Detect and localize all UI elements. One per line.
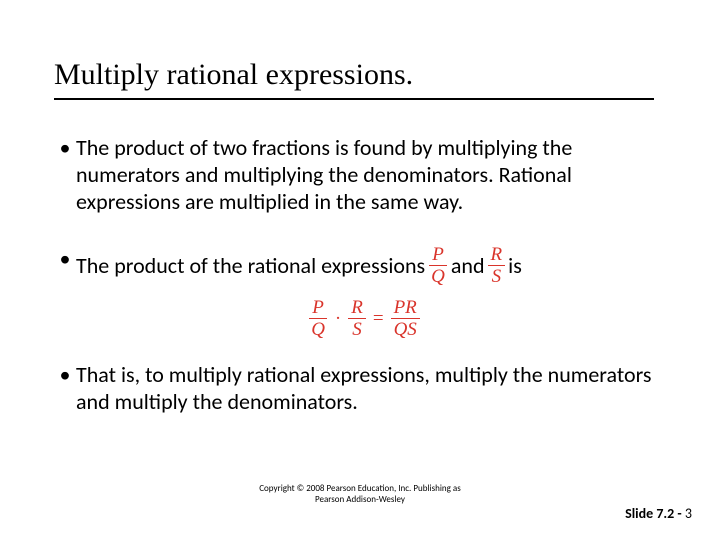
bullet-2-text: The product of the rational expressions … bbox=[76, 245, 674, 286]
frac-den: QS bbox=[391, 319, 420, 339]
equation-row: P Q · R S = PR QS bbox=[54, 298, 674, 339]
slide-title: Multiply rational expressions. bbox=[54, 58, 680, 92]
fraction-p-over-q: P Q bbox=[308, 298, 328, 339]
product-equation: P Q · R S = PR QS bbox=[305, 298, 423, 339]
frac-num: P bbox=[309, 298, 327, 319]
slide-number-value: 3 bbox=[685, 505, 692, 522]
dot-operator: · bbox=[335, 308, 341, 330]
frac-den: Q bbox=[308, 319, 328, 339]
copyright-footer: Copyright © 2008 Pearson Education, Inc.… bbox=[0, 484, 720, 506]
bullet-2-is: is bbox=[508, 252, 522, 279]
equals-operator: = bbox=[373, 308, 384, 330]
frac-num: R bbox=[348, 298, 366, 319]
slide-number: Slide 7.2 - 3 bbox=[625, 505, 692, 522]
frac-num: P bbox=[429, 245, 447, 266]
bullet-3-text: That is, to multiply rational expression… bbox=[76, 361, 674, 415]
fraction-r-over-s: R S bbox=[348, 298, 366, 339]
frac-den: S bbox=[489, 266, 505, 286]
bullet-dot-icon: • bbox=[54, 134, 76, 162]
slide-number-prefix: Slide 7.2 - bbox=[625, 505, 685, 522]
copyright-line-2: Pearson Addison-Wesley bbox=[0, 495, 720, 506]
bullet-dot-icon: • bbox=[54, 361, 76, 389]
bullet-1-text: The product of two fractions is found by… bbox=[76, 134, 674, 215]
title-underline bbox=[54, 98, 654, 100]
title-area: Multiply rational expressions. bbox=[54, 58, 680, 92]
bullet-2-and: and bbox=[451, 252, 485, 279]
bullet-2-pre: The product of the rational expressions bbox=[76, 252, 425, 279]
bullet-dot-icon: • bbox=[54, 245, 76, 273]
frac-num: PR bbox=[391, 298, 420, 319]
body-area: • The product of two fractions is found … bbox=[54, 134, 674, 427]
fraction-p-over-q: P Q bbox=[428, 245, 448, 286]
bullet-2: • The product of the rational expression… bbox=[54, 245, 674, 286]
frac-den: S bbox=[349, 319, 365, 339]
slide-container: Multiply rational expressions. • The pro… bbox=[0, 0, 720, 540]
frac-num: R bbox=[488, 245, 506, 266]
bullet-3: • That is, to multiply rational expressi… bbox=[54, 361, 674, 415]
fraction-r-over-s: R S bbox=[488, 245, 506, 286]
bullet-1: • The product of two fractions is found … bbox=[54, 134, 674, 215]
fraction-pr-over-qs: PR QS bbox=[391, 298, 420, 339]
frac-den: Q bbox=[428, 266, 448, 286]
